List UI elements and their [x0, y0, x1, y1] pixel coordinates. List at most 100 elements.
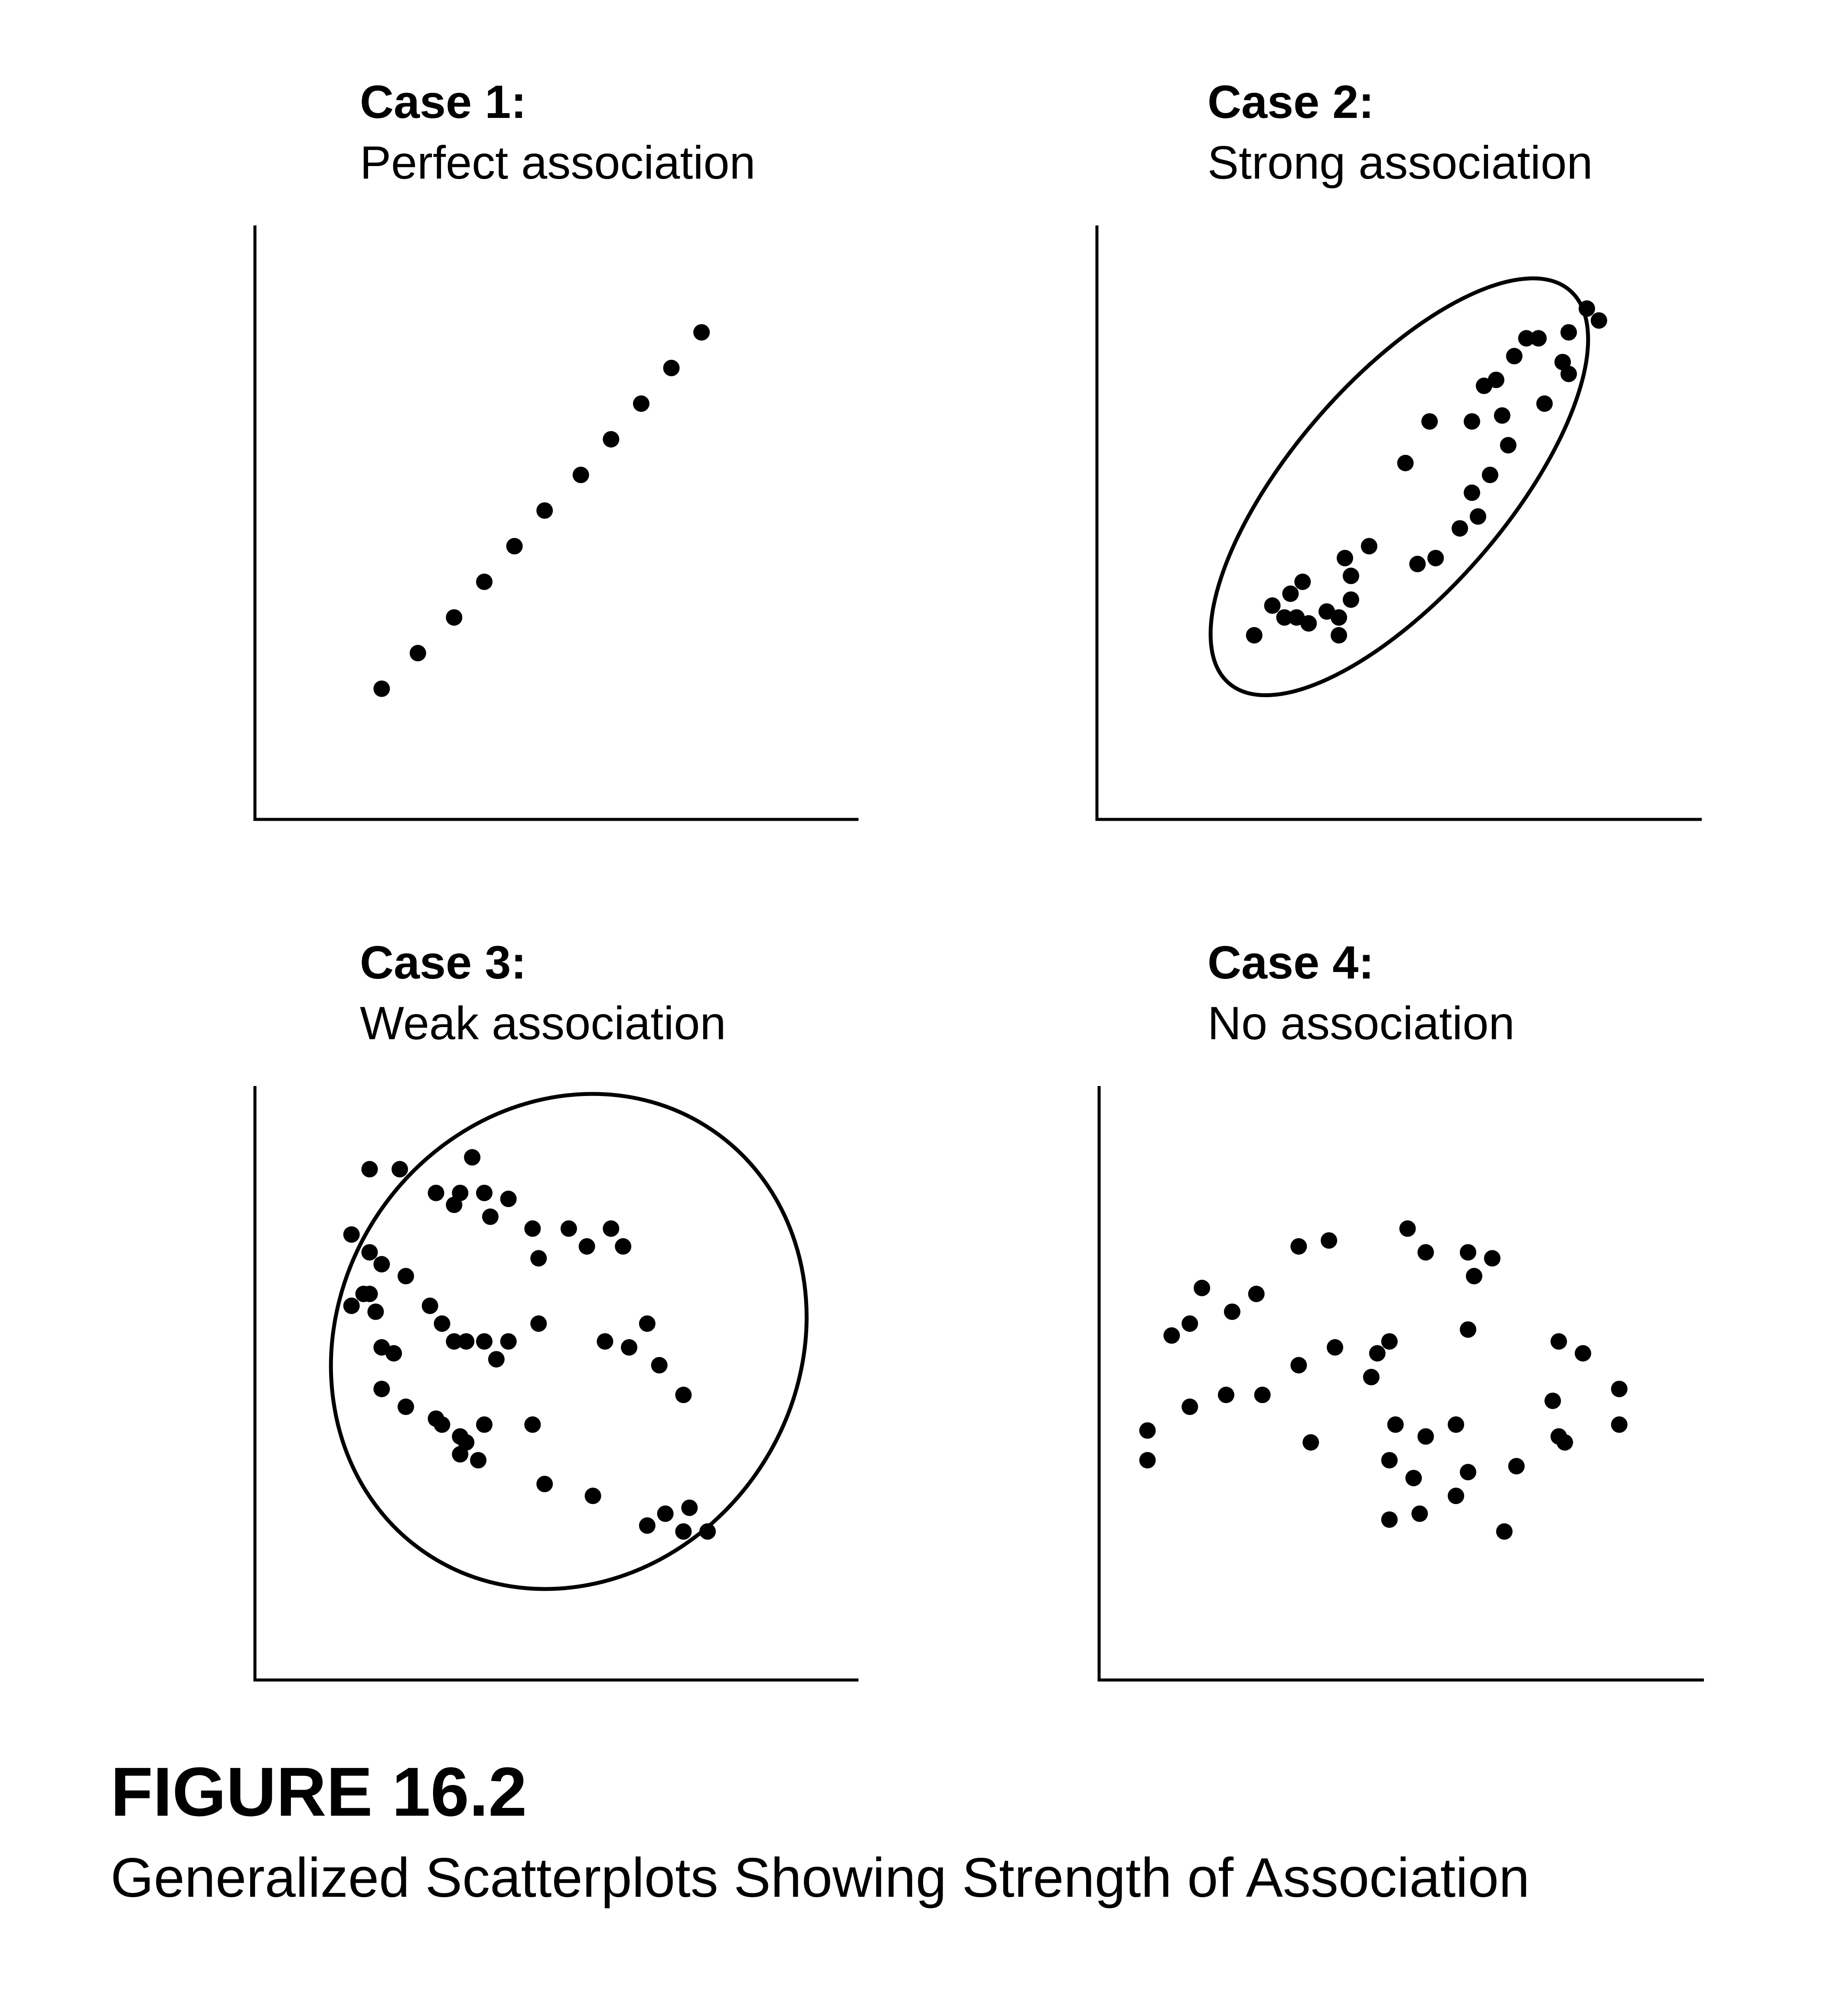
data-point	[1417, 1428, 1434, 1445]
data-point	[675, 1523, 692, 1540]
axes	[1097, 1086, 1704, 1682]
panel-title-case-2: Case 2: Strong association	[1207, 72, 1593, 193]
data-point	[699, 1523, 716, 1540]
data-point	[446, 1333, 463, 1350]
data-point	[1411, 1505, 1428, 1522]
data-point	[1409, 555, 1426, 572]
data-point	[1611, 1416, 1628, 1433]
data-point	[1224, 1303, 1240, 1320]
scatterplot-case-3	[253, 1086, 858, 1682]
data-point	[639, 1517, 656, 1534]
data-point	[398, 1398, 414, 1415]
data-point	[530, 1250, 547, 1267]
data-point	[343, 1297, 360, 1314]
data-point	[1405, 1470, 1422, 1487]
data-point	[603, 1220, 620, 1237]
data-point	[584, 1488, 601, 1504]
data-point	[651, 1357, 668, 1373]
data-point	[681, 1499, 698, 1516]
data-point	[1381, 1333, 1398, 1350]
data-point	[434, 1315, 450, 1332]
data-point	[1139, 1452, 1156, 1469]
case-label: Case 2:	[1207, 75, 1374, 128]
data-point	[675, 1386, 692, 1403]
case-description: Perfect association	[360, 136, 756, 189]
data-point	[1254, 1386, 1271, 1403]
data-point	[578, 1238, 595, 1255]
data-point	[476, 574, 493, 590]
data-point	[1361, 538, 1377, 555]
case-description: Weak association	[360, 997, 726, 1050]
data-point	[398, 1268, 414, 1285]
data-point	[633, 395, 649, 412]
data-point	[1482, 466, 1498, 483]
data-point	[1459, 1321, 1476, 1338]
data-point	[1496, 1523, 1513, 1540]
data-point	[1181, 1398, 1198, 1415]
data-point	[1181, 1315, 1198, 1332]
data-point	[373, 1380, 390, 1397]
data-point	[1276, 609, 1293, 626]
data-point	[1452, 520, 1468, 537]
data-point	[1550, 1333, 1567, 1350]
case-label: Case 4:	[1207, 936, 1374, 988]
data-point	[392, 1161, 408, 1178]
data-point	[603, 431, 620, 448]
data-point	[1417, 1244, 1434, 1261]
data-point	[1448, 1488, 1465, 1504]
data-point	[434, 1416, 450, 1433]
data-point	[1381, 1452, 1398, 1469]
data-point	[1397, 455, 1414, 471]
data-point	[1163, 1327, 1180, 1344]
data-point	[367, 1303, 384, 1320]
data-point	[1282, 585, 1299, 602]
data-point	[464, 1149, 481, 1166]
data-point	[572, 466, 589, 483]
data-point	[1294, 574, 1311, 590]
data-point	[1331, 627, 1347, 644]
scatterplot-case-2	[1095, 225, 1702, 821]
data-point	[361, 1161, 378, 1178]
data-point	[1459, 1244, 1476, 1261]
data-point	[1139, 1422, 1156, 1439]
data-point	[385, 1345, 402, 1362]
data-point	[1246, 627, 1263, 644]
data-point	[560, 1220, 577, 1237]
data-point	[663, 359, 680, 376]
data-point	[1578, 300, 1595, 317]
data-point	[1536, 395, 1553, 412]
data-point	[693, 324, 710, 341]
data-point	[1488, 372, 1504, 388]
case-label: Case 3:	[360, 936, 527, 988]
data-point	[1399, 1220, 1416, 1237]
data-point	[1500, 437, 1517, 453]
data-point	[657, 1505, 674, 1522]
data-point	[1463, 484, 1480, 501]
data-point	[1217, 1386, 1234, 1403]
data-point	[1342, 568, 1359, 584]
data-point	[409, 645, 426, 662]
axes	[253, 225, 858, 821]
data-point	[1331, 609, 1347, 626]
data-point	[1518, 330, 1535, 347]
data-point	[373, 680, 390, 697]
data-point	[615, 1238, 632, 1255]
data-point	[1508, 1458, 1525, 1474]
data-point	[470, 1452, 487, 1469]
data-point	[1302, 1434, 1319, 1451]
data-point	[1363, 1369, 1380, 1386]
axes	[253, 1086, 858, 1682]
data-point	[1484, 1250, 1501, 1267]
case-label: Case 1:	[360, 75, 527, 128]
data-point	[1290, 1357, 1307, 1373]
data-point	[1248, 1285, 1265, 1302]
data-point	[343, 1226, 360, 1243]
data-point	[1469, 508, 1486, 525]
data-point	[1381, 1511, 1398, 1528]
data-point	[530, 1315, 547, 1332]
data-point	[361, 1244, 378, 1261]
data-point	[1336, 550, 1353, 567]
data-point	[524, 1220, 541, 1237]
figure-number: FIGURE 16.2	[111, 1753, 527, 1830]
data-point	[1506, 348, 1523, 365]
